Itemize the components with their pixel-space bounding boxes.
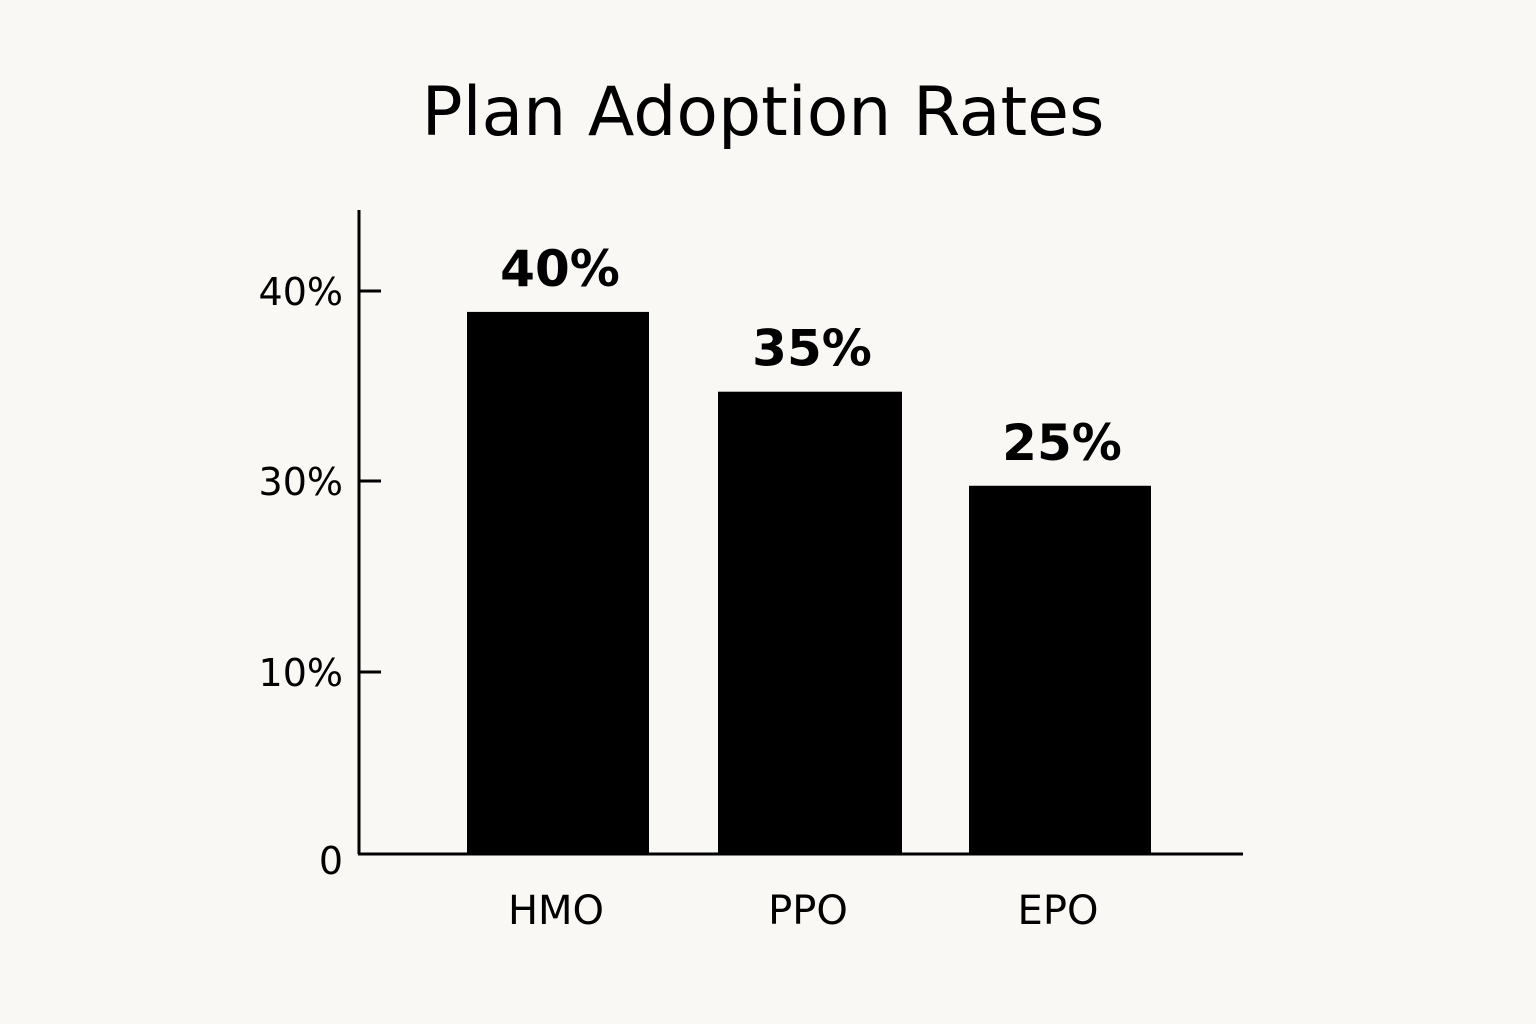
axes-group — [357, 210, 1243, 856]
y-tick-label: 10% — [259, 651, 343, 695]
category-label-epo: EPO — [1018, 888, 1099, 934]
bar-ppo — [718, 391, 902, 854]
y-tick-label: 40% — [259, 270, 343, 314]
category-label-ppo: PPO — [768, 888, 848, 934]
data-label-epo: 25% — [1002, 414, 1122, 472]
category-label-hmo: HMO — [508, 888, 604, 934]
y-tick-label: 0 — [319, 839, 343, 883]
bar-hmo — [467, 311, 649, 854]
bars-group — [467, 311, 1151, 854]
data-label-ppo: 35% — [752, 320, 872, 378]
y-ticks-group: 0 10% 30% 40% — [259, 270, 381, 883]
labels-group: 40% HMO 35% PPO 25% EPO — [500, 240, 1122, 934]
data-label-hmo: 40% — [500, 240, 620, 298]
chart-title: Plan Adoption Rates — [421, 73, 1105, 152]
y-tick-label: 30% — [259, 460, 343, 504]
bar-epo — [969, 485, 1151, 854]
